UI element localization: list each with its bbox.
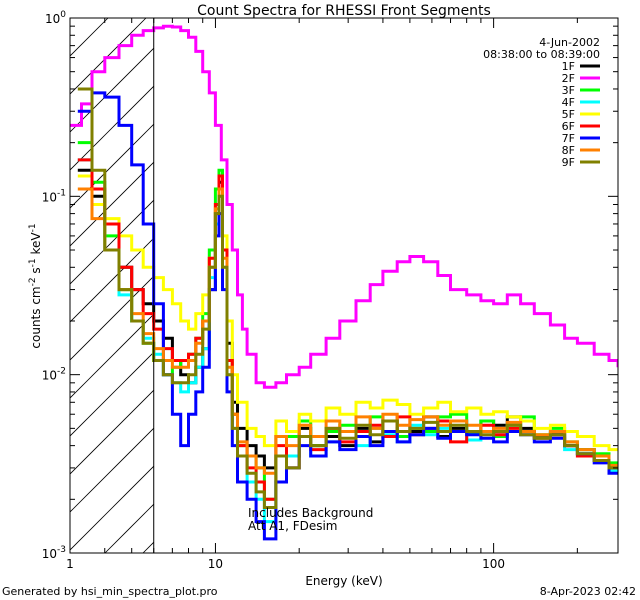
hatch-line bbox=[70, 18, 147, 95]
hatch-line bbox=[70, 389, 154, 475]
footer-generator: Generated by hsi_min_spectra_plot.pro bbox=[2, 585, 218, 598]
y-axis: 100 10-1 10-2 10-3 bbox=[42, 10, 618, 561]
x-tick-label: 100 bbox=[482, 557, 505, 571]
legend-label-9f: 9F bbox=[562, 156, 575, 169]
legend-label-6f: 6F bbox=[562, 120, 575, 133]
plot-frame bbox=[69, 17, 619, 554]
hatch-line bbox=[70, 427, 154, 513]
legend-label-4f: 4F bbox=[562, 96, 575, 109]
y-tick-label: 100 bbox=[45, 10, 66, 26]
legend-date: 4-Jun-2002 bbox=[539, 36, 600, 49]
y-axis-label: counts cm-2 s-1 keV-1 bbox=[28, 223, 43, 348]
series-4f bbox=[77, 158, 618, 524]
footer-timestamp: 8-Apr-2023 02:42 bbox=[540, 585, 636, 598]
series-1f bbox=[77, 168, 618, 470]
annotation-line-2: Att A1, FDesim bbox=[248, 519, 338, 533]
hatch-line bbox=[70, 237, 154, 323]
legend-label-1f: 1F bbox=[562, 60, 575, 73]
y-tick-label: 10-2 bbox=[42, 367, 66, 383]
annotation: Includes Background Att A1, FDesim bbox=[248, 506, 373, 533]
series-7f bbox=[77, 91, 618, 541]
series-2f bbox=[70, 24, 618, 389]
x-tick-label: 10 bbox=[208, 557, 223, 571]
hatched-region bbox=[70, 18, 640, 553]
chart-title: Count Spectra for RHESSI Front Segments bbox=[197, 3, 491, 19]
y-tick-label: 10-3 bbox=[42, 545, 66, 561]
hatch-line bbox=[70, 47, 154, 133]
series-5f bbox=[77, 174, 618, 452]
y-tick-label: 10-1 bbox=[42, 188, 66, 204]
legend-time-range: 08:38:00 to 08:39:00 bbox=[483, 48, 600, 61]
annotation-line-1: Includes Background bbox=[248, 506, 373, 520]
x-tick-label: 1 bbox=[66, 557, 74, 571]
hatch-line bbox=[70, 465, 154, 551]
hatch-line bbox=[70, 85, 154, 171]
series-9f bbox=[77, 87, 618, 509]
legend-label-7f: 7F bbox=[562, 132, 575, 145]
series-8f bbox=[77, 187, 618, 475]
legend-label-5f: 5F bbox=[562, 108, 575, 121]
x-axis-label: Energy (keV) bbox=[305, 574, 382, 588]
hatch-line bbox=[219, 18, 640, 553]
hatch-line bbox=[257, 18, 640, 553]
hatch-line bbox=[70, 351, 154, 437]
hatch-line bbox=[295, 18, 640, 553]
hatch-line bbox=[70, 275, 154, 361]
legend-label-8f: 8F bbox=[562, 144, 575, 157]
legend-label-2f: 2F bbox=[562, 72, 575, 85]
x-axis: 1 10 100 bbox=[66, 18, 578, 571]
legend: 4-Jun-2002 08:38:00 to 08:39:00 1F2F3F4F… bbox=[483, 36, 600, 169]
series-layer bbox=[70, 24, 618, 541]
legend-label-3f: 3F bbox=[562, 84, 575, 97]
